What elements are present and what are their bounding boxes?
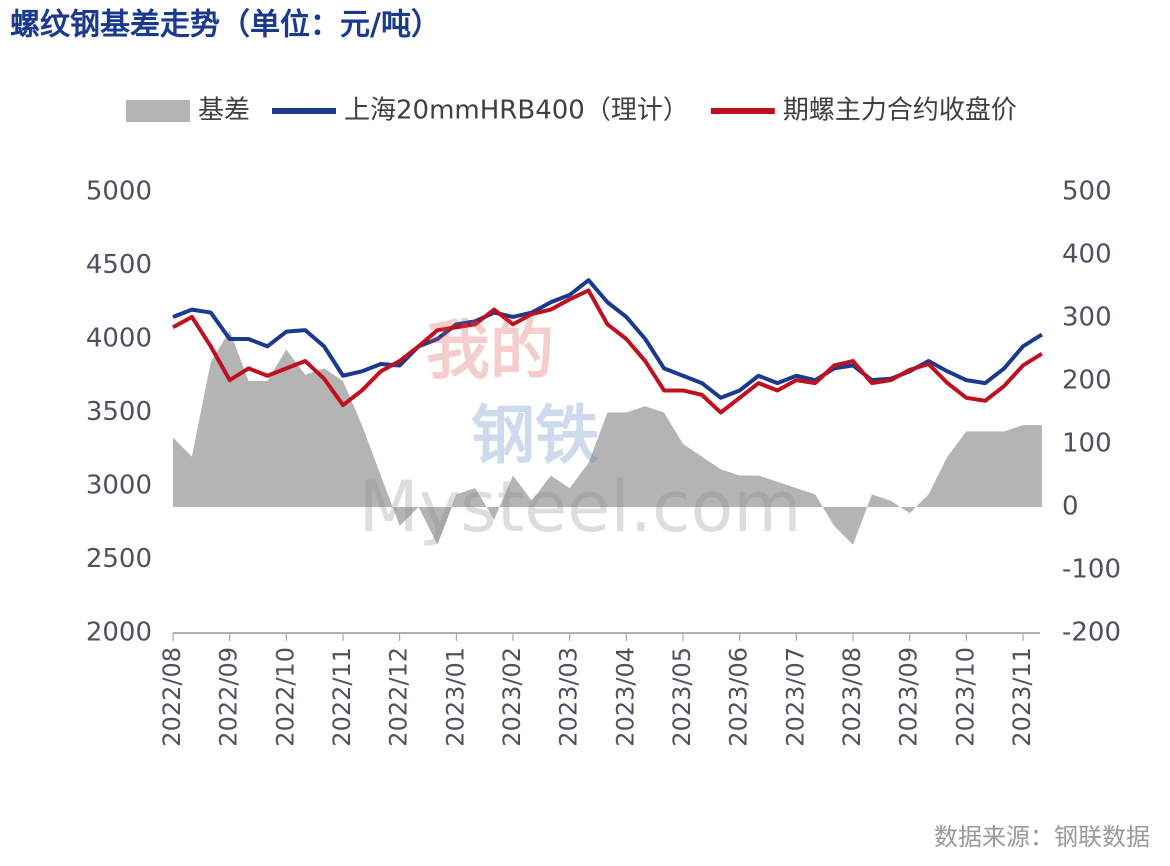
y2-tick-label: -100 bbox=[1062, 555, 1121, 585]
watermark-text: 我的 bbox=[426, 315, 554, 389]
y-tick-label: 2500 bbox=[86, 544, 152, 574]
x-tick-label: 2023/01 bbox=[441, 647, 469, 747]
x-tick-label: 2023/10 bbox=[951, 647, 979, 747]
x-tick-label: 2022/11 bbox=[328, 647, 356, 747]
x-tick-label: 2022/08 bbox=[158, 647, 186, 747]
y2-tick-label: 400 bbox=[1062, 240, 1112, 270]
x-tick-label: 2023/04 bbox=[611, 647, 639, 747]
x-tick-label: 2022/10 bbox=[271, 647, 299, 747]
x-tick-label: 2022/12 bbox=[385, 647, 413, 747]
watermark: 我的 钢铁 Mysteel.com bbox=[358, 315, 801, 548]
y-tick-label: 4500 bbox=[86, 250, 152, 280]
legend-swatch bbox=[126, 100, 190, 122]
x-tick-label: 2023/06 bbox=[725, 647, 753, 747]
legend-label: 期螺主力合约收盘价 bbox=[783, 96, 1017, 126]
y2-tick-label: -200 bbox=[1062, 618, 1121, 648]
x-tick-label: 2023/03 bbox=[555, 647, 583, 747]
y-tick-label: 3500 bbox=[86, 397, 152, 427]
basis-area bbox=[173, 330, 1042, 545]
source-note: 数据来源：钢联数据 bbox=[934, 823, 1150, 851]
chart-title: 螺纹钢基差走势（单位：元/吨） bbox=[10, 8, 441, 43]
watermark-text: Mysteel.com bbox=[358, 466, 801, 548]
x-tick-label: 2023/07 bbox=[781, 647, 809, 747]
y-tick-label: 5000 bbox=[86, 177, 152, 207]
y-tick-label: 4000 bbox=[86, 324, 152, 354]
y-tick-label: 2000 bbox=[86, 618, 152, 648]
x-tick-label: 2023/02 bbox=[498, 647, 526, 747]
y2-tick-label: 0 bbox=[1062, 492, 1079, 522]
x-tick-label: 2023/05 bbox=[668, 647, 696, 747]
watermark-text: 钢铁 bbox=[471, 400, 599, 474]
y2-tick-label: 500 bbox=[1062, 177, 1112, 207]
x-tick-label: 2023/09 bbox=[895, 647, 923, 747]
plot-area: 2000 2500 3000 3500 4000 4500 5000 -200 -100 0 100… bbox=[86, 96, 1121, 747]
x-tick-label: 2022/09 bbox=[215, 647, 243, 747]
legend-label: 基差 bbox=[198, 96, 250, 126]
legend-label: 上海20mmHRB400（理计） bbox=[344, 96, 689, 126]
y-tick-label: 3000 bbox=[86, 471, 152, 501]
x-tick-label: 2023/08 bbox=[838, 647, 866, 747]
price-line bbox=[172, 288, 1043, 415]
x-tick-label: 2023/11 bbox=[1008, 647, 1036, 747]
y2-tick-label: 300 bbox=[1062, 303, 1112, 333]
y2-tick-label: 100 bbox=[1062, 429, 1112, 459]
y2-tick-label: 200 bbox=[1062, 366, 1112, 396]
